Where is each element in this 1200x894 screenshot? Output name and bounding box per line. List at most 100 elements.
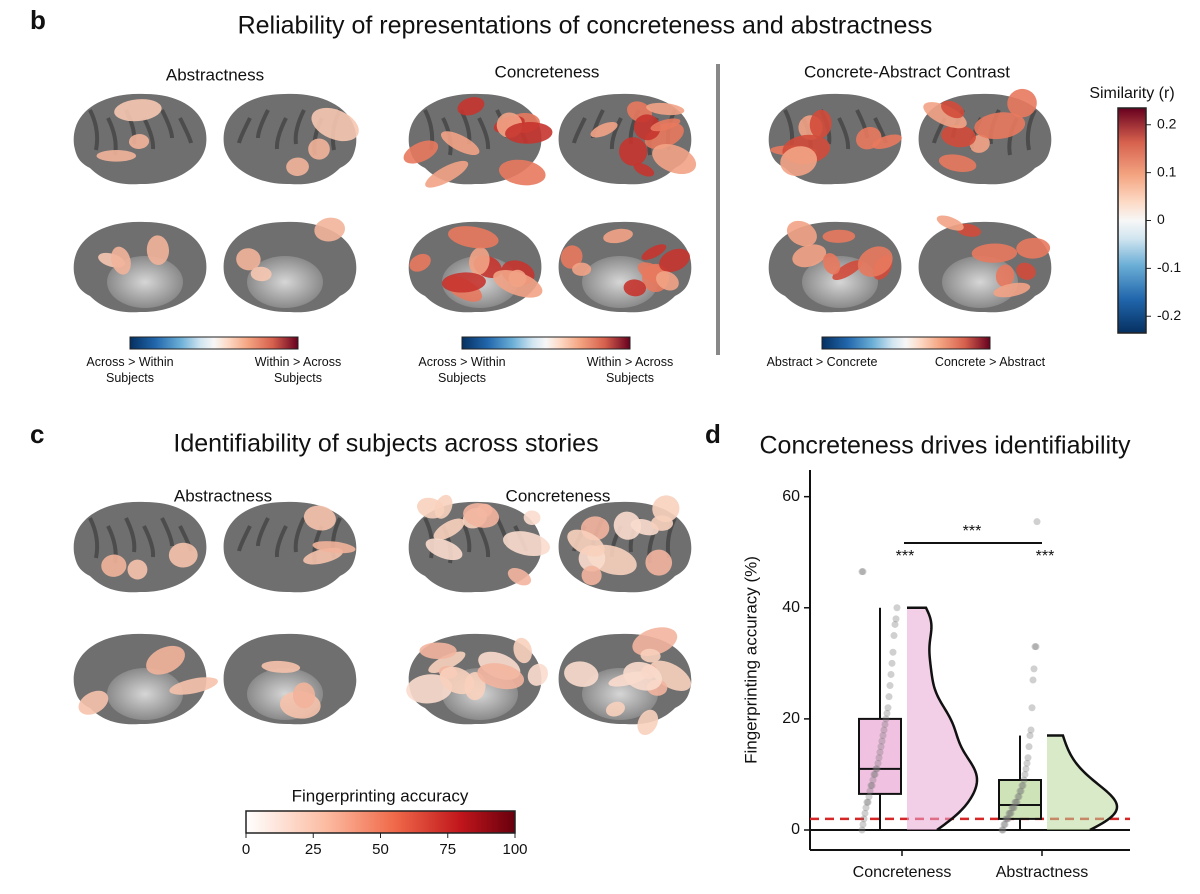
map-title: Concrete-Abstract Contrast (804, 62, 1010, 81)
brain (558, 221, 692, 313)
brain-patch (623, 279, 647, 297)
brain-patch (292, 682, 316, 709)
point (1028, 704, 1036, 712)
brain-patch (425, 538, 463, 561)
brain-patch (613, 511, 642, 540)
brain-sulcus (256, 517, 270, 547)
brain (406, 633, 548, 725)
brain-patch (564, 661, 599, 687)
brain-patch (637, 709, 659, 736)
brain-patch (303, 505, 336, 531)
point (1013, 798, 1021, 806)
point (866, 787, 874, 795)
colorbar-label: Within > Across Subjects (587, 355, 674, 385)
point (859, 568, 867, 576)
x-tick-label: Concreteness (853, 864, 952, 881)
colorbar (821, 336, 991, 350)
panel-label: b (30, 5, 46, 35)
brain-patch (308, 138, 330, 160)
brain-patch (406, 674, 453, 704)
tick-label: -0.1 (1157, 259, 1181, 275)
brain-patch (652, 143, 697, 175)
colorbar-label: Abstract > Concrete (766, 355, 878, 369)
tick-label: 50 (372, 841, 389, 858)
point (1012, 798, 1020, 806)
density-outline (1047, 734, 1119, 832)
brain-patch (780, 146, 818, 176)
brain-patch (652, 495, 680, 523)
brain (558, 627, 692, 736)
point (1023, 759, 1031, 767)
brain-sulcus (256, 109, 270, 139)
brain-patch (872, 134, 902, 149)
brain-patch (314, 217, 346, 242)
brain-sulcus (423, 517, 435, 559)
brain-patch (619, 137, 648, 166)
brain-patch (312, 541, 356, 554)
point (999, 826, 1007, 834)
brain-patch (409, 253, 431, 272)
point (867, 782, 875, 790)
brain-patch (993, 282, 1031, 298)
brain-patch (463, 503, 500, 528)
colorbar-label: Concrete > Abstract (935, 355, 1045, 369)
point (871, 770, 879, 778)
colorbar-label: Across > Within Subjects (86, 355, 173, 385)
point (882, 715, 890, 723)
brain-patch (659, 248, 690, 273)
panel-title: Reliability of representations of concre… (238, 12, 933, 40)
brain-patch (111, 246, 131, 275)
point (890, 632, 898, 640)
brain-patch (632, 627, 678, 656)
colorbar (1117, 107, 1147, 334)
tick-label: 0 (242, 841, 250, 858)
point (1030, 665, 1038, 673)
point (891, 620, 899, 628)
brain-patch (440, 131, 480, 156)
point (875, 754, 883, 762)
colorbar (245, 810, 516, 834)
colorbar-label: Within > Across Subjects (255, 355, 342, 385)
point (886, 682, 894, 690)
point (889, 648, 897, 656)
point (1022, 765, 1030, 773)
brain-patch (477, 663, 525, 690)
point (1027, 726, 1035, 734)
brain (223, 93, 359, 185)
point (1017, 787, 1025, 795)
brain-patch (938, 154, 977, 172)
point (880, 726, 888, 734)
brain-patch (505, 122, 553, 144)
point (1011, 798, 1019, 806)
map-title: Concreteness (495, 62, 600, 81)
brain (558, 93, 697, 185)
brain-patch (923, 102, 967, 129)
box (858, 717, 902, 795)
colorbar-title: Similarity (r) (1089, 85, 1174, 102)
brain-patch (261, 660, 301, 673)
point (1010, 804, 1018, 812)
y-tick-label: 60 (782, 488, 800, 505)
tick-label: 100 (502, 841, 527, 858)
map-title: Abstractness (174, 486, 272, 505)
brain-patch (633, 163, 655, 177)
panel-title: Identifiability of subjects across stori… (173, 430, 598, 458)
brain-sulcus (293, 109, 306, 145)
point (1031, 643, 1039, 651)
point (865, 793, 873, 801)
brain-patch (428, 651, 466, 674)
point (874, 759, 882, 767)
brain-patch (425, 160, 469, 188)
point (885, 693, 893, 701)
tick-label: 0.2 (1157, 115, 1177, 131)
brain-sulcus (88, 109, 100, 151)
brain-patch (169, 677, 218, 695)
brain-patch (168, 542, 198, 568)
point (868, 782, 876, 790)
brain-sulcus (237, 117, 252, 144)
point (1024, 754, 1032, 762)
brain-patch (941, 100, 965, 119)
brain-patch (646, 102, 685, 116)
brain (403, 93, 553, 188)
point (1005, 809, 1013, 817)
